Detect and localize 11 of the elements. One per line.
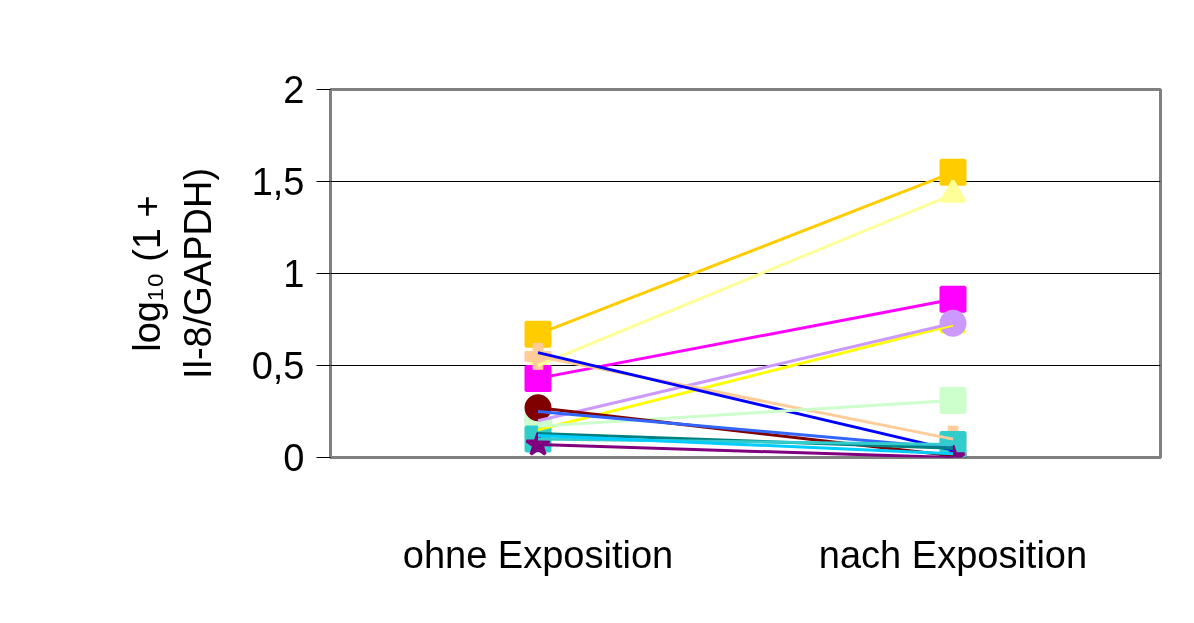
x-tick-label: ohne Exposition [402,533,674,576]
y-axis-title: log₁₀ (1 + Il-8/GAPDH) [126,167,219,380]
point [939,386,967,414]
y-tick-label: 2 [283,69,305,111]
x-tick-label: nach Exposition [818,533,1088,576]
y-tick-label: 0 [283,437,305,479]
y-tick-label: 1 [283,253,305,295]
y-tick-label: 0,5 [251,345,305,387]
y-tick-label: 1,5 [251,161,305,203]
point [939,285,967,313]
point [939,158,967,186]
